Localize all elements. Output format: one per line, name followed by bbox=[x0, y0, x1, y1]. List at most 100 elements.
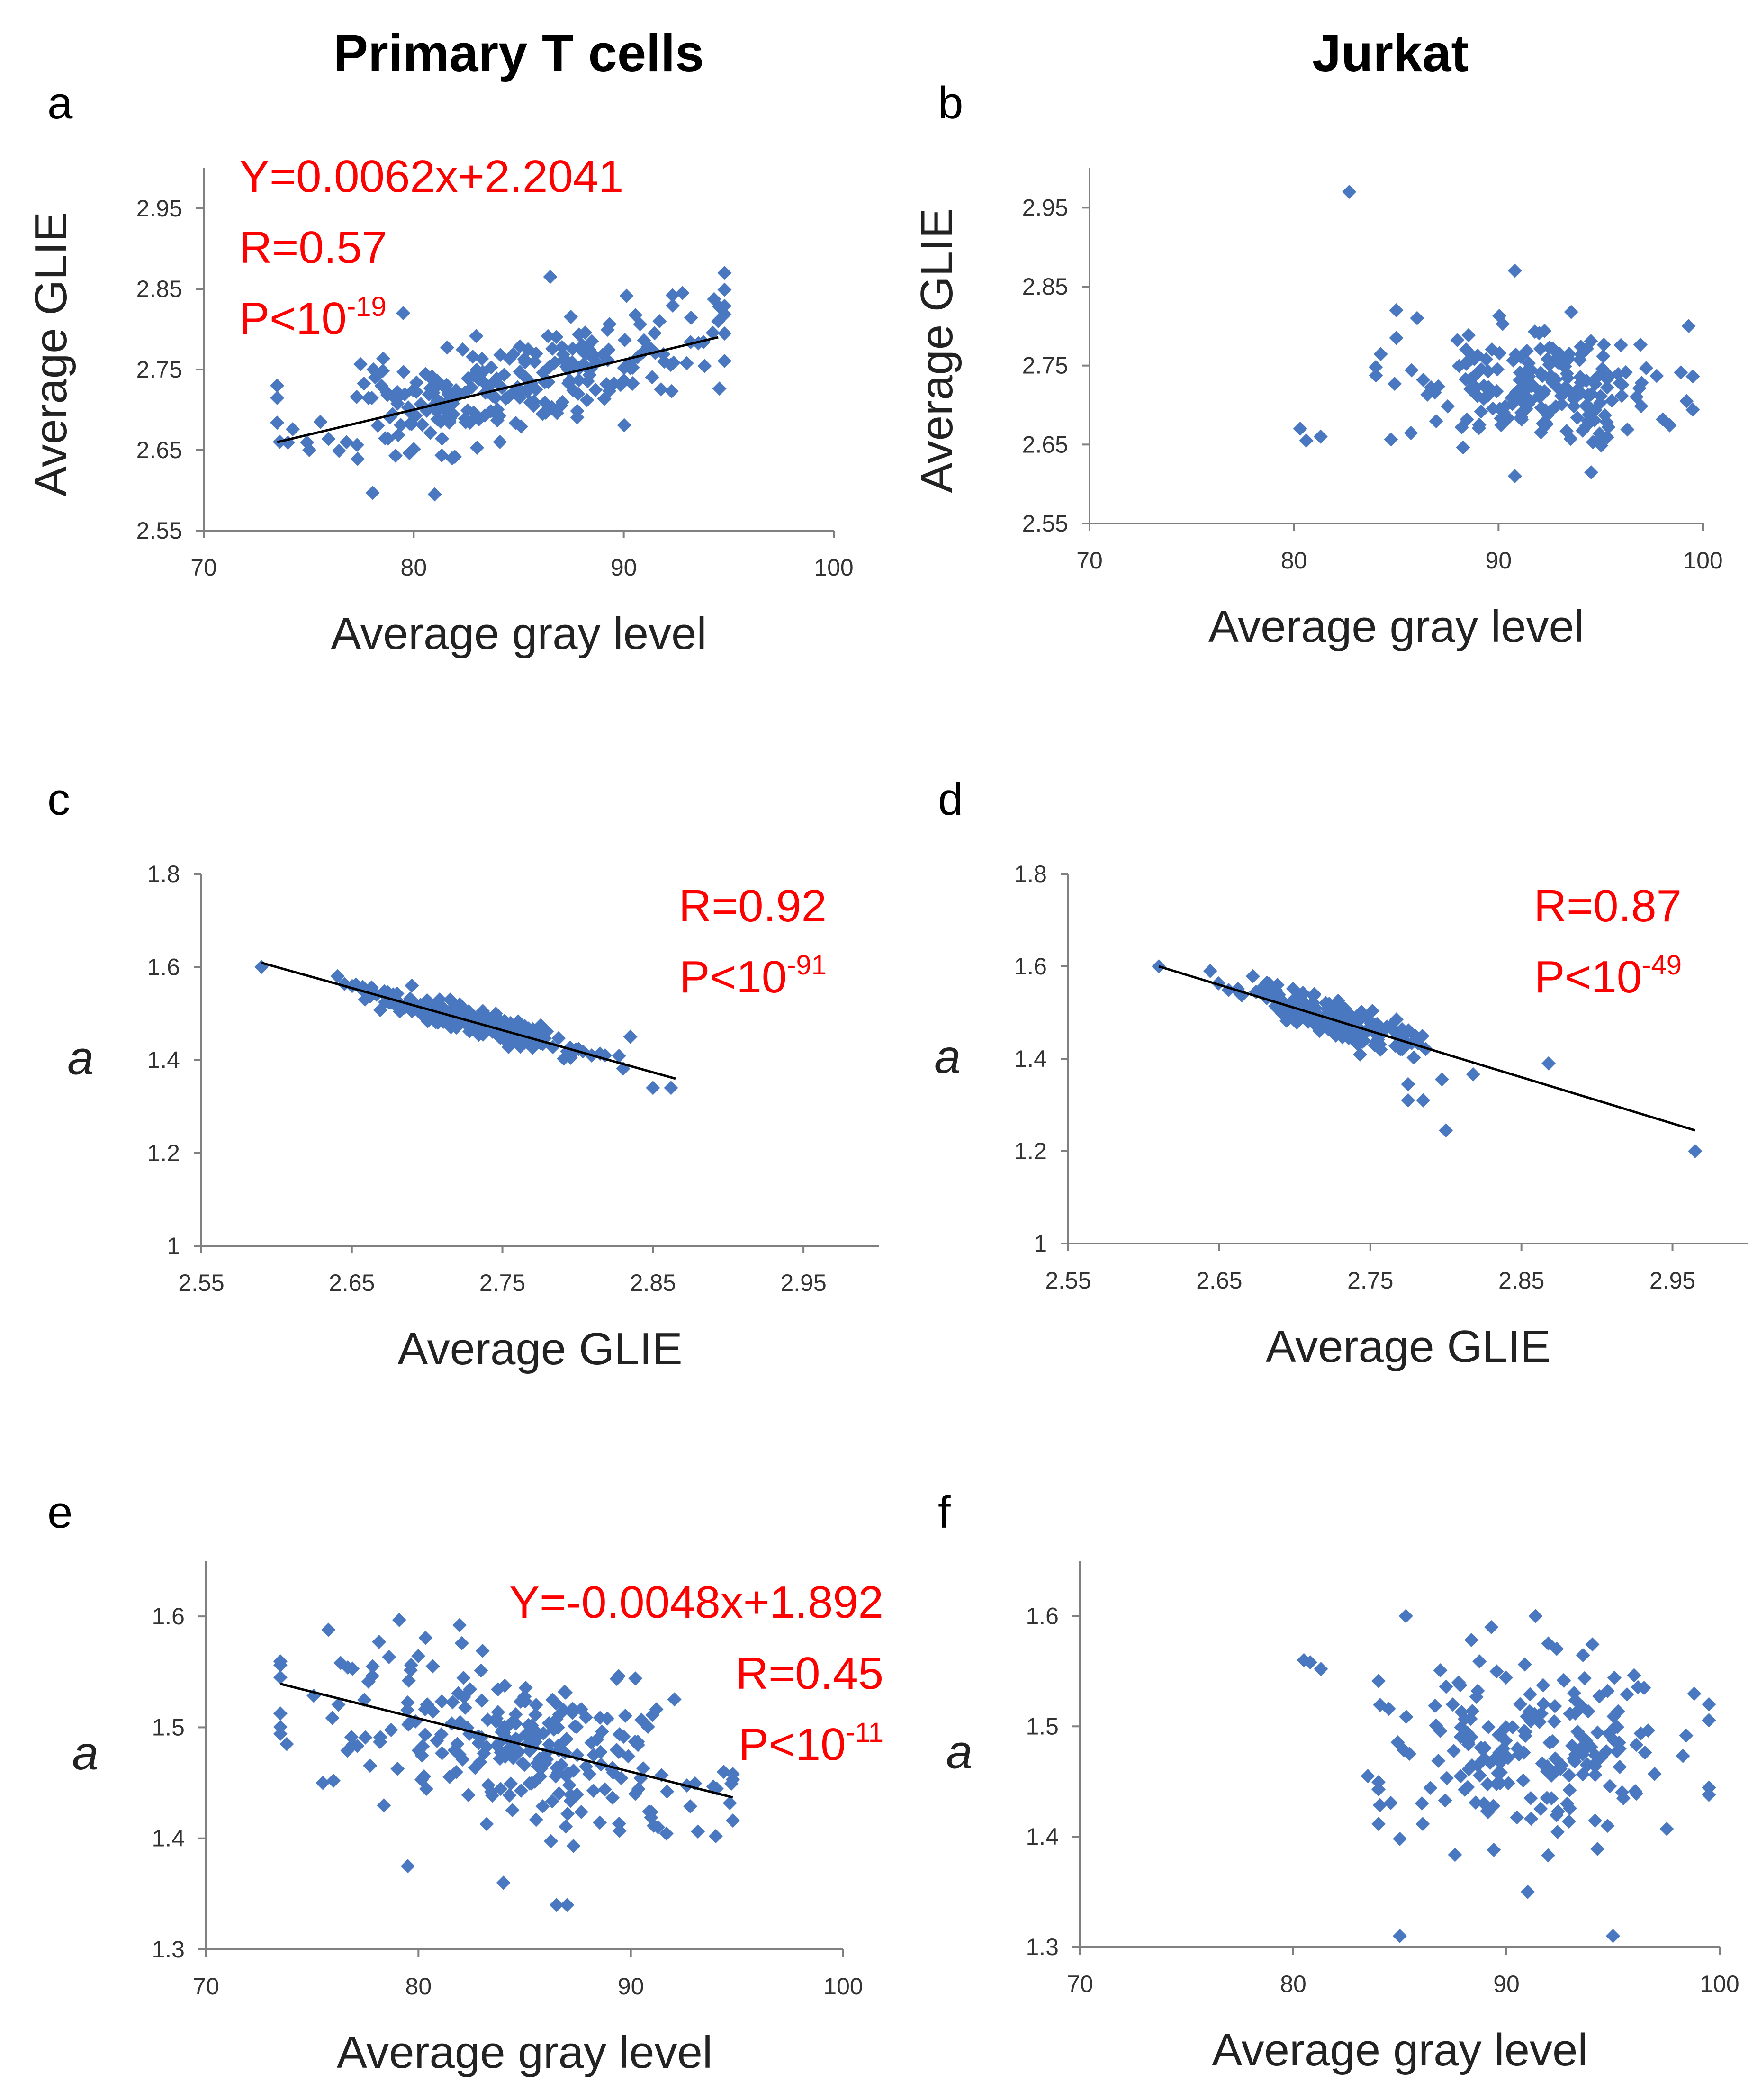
data-point bbox=[1373, 1798, 1388, 1812]
data-point bbox=[1548, 1751, 1563, 1766]
data-point bbox=[1535, 1756, 1550, 1771]
data-point bbox=[388, 448, 403, 463]
annotation-text: R=0.87 bbox=[1534, 881, 1682, 931]
data-point bbox=[273, 1654, 288, 1669]
data-point bbox=[514, 419, 528, 434]
data-point bbox=[1600, 1818, 1615, 1833]
data-point bbox=[326, 1773, 341, 1788]
annotation-superscript: -91 bbox=[787, 950, 827, 981]
data-point bbox=[717, 266, 732, 280]
data-point bbox=[1537, 324, 1552, 338]
data-point bbox=[502, 1788, 517, 1803]
annotation-text: R=0.57 bbox=[239, 222, 387, 273]
data-point bbox=[526, 398, 541, 413]
y-tick-label: 1 bbox=[1034, 1230, 1047, 1257]
panel-letter: b bbox=[938, 78, 963, 128]
data-point bbox=[617, 333, 632, 347]
data-point bbox=[1540, 1791, 1554, 1805]
data-point bbox=[449, 1020, 464, 1035]
data-point bbox=[1480, 1777, 1495, 1792]
data-point bbox=[1383, 1795, 1398, 1810]
y-tick-label: 1.6 bbox=[147, 954, 180, 980]
data-point bbox=[1517, 1657, 1532, 1672]
data-point bbox=[1203, 964, 1217, 978]
data-point bbox=[1472, 1768, 1487, 1783]
data-point bbox=[1397, 1743, 1411, 1758]
data-point bbox=[1371, 1817, 1386, 1831]
data-point bbox=[1618, 365, 1633, 379]
data-point bbox=[453, 1715, 468, 1730]
data-point bbox=[600, 323, 615, 337]
x-tick-label: 70 bbox=[193, 1973, 219, 2000]
data-point bbox=[1600, 380, 1614, 395]
data-point bbox=[1600, 430, 1614, 445]
data-point bbox=[376, 351, 390, 366]
data-point bbox=[1522, 369, 1536, 384]
data-point bbox=[372, 1634, 387, 1649]
data-point bbox=[1533, 1802, 1548, 1816]
data-point bbox=[717, 353, 732, 368]
y-tick-label: 1.5 bbox=[152, 1714, 185, 1740]
data-point bbox=[1604, 393, 1619, 408]
data-point bbox=[1389, 331, 1404, 345]
x-tick-label: 2.85 bbox=[1498, 1267, 1544, 1294]
data-point bbox=[625, 376, 640, 391]
data-point bbox=[1573, 1741, 1588, 1756]
data-point bbox=[612, 1823, 627, 1838]
data-point bbox=[1523, 1687, 1537, 1702]
scatter-points bbox=[1152, 959, 1703, 1158]
data-point bbox=[1401, 1077, 1415, 1091]
data-point bbox=[321, 1622, 336, 1637]
data-point bbox=[1522, 356, 1536, 370]
data-point bbox=[1575, 423, 1590, 438]
data-point bbox=[1416, 1093, 1431, 1108]
data-point bbox=[518, 1680, 533, 1695]
data-point bbox=[565, 1705, 580, 1720]
data-point bbox=[510, 386, 525, 401]
data-point bbox=[628, 308, 643, 323]
data-point bbox=[617, 418, 631, 433]
data-point bbox=[1585, 1637, 1600, 1652]
annotation-main: Y=0.0062x+2.2041 bbox=[239, 151, 623, 202]
data-point bbox=[1613, 338, 1628, 352]
scatter-points bbox=[1293, 185, 1700, 483]
annotation-text: P<10-11 bbox=[739, 1717, 883, 1770]
data-point bbox=[514, 1022, 529, 1037]
scatter-points bbox=[254, 960, 678, 1095]
data-point bbox=[401, 1717, 416, 1732]
data-point bbox=[1528, 1609, 1543, 1623]
x-tick-label: 100 bbox=[814, 554, 853, 581]
data-point bbox=[445, 451, 460, 466]
data-point bbox=[540, 1024, 554, 1039]
data-point bbox=[1469, 1795, 1483, 1810]
annotation-main: R=0.87 bbox=[1534, 881, 1682, 931]
data-point bbox=[1355, 1035, 1370, 1049]
x-tick-label: 2.75 bbox=[479, 1270, 525, 1296]
data-point bbox=[1458, 1730, 1472, 1744]
data-point bbox=[717, 298, 732, 313]
data-point bbox=[366, 362, 381, 377]
data-point bbox=[1463, 382, 1478, 397]
data-point bbox=[1489, 1664, 1504, 1679]
data-point bbox=[560, 1806, 575, 1821]
x-tick-label: 2.85 bbox=[630, 1270, 676, 1296]
data-point bbox=[717, 282, 732, 297]
data-point bbox=[1518, 1729, 1532, 1743]
data-point bbox=[1588, 1813, 1603, 1828]
data-point bbox=[481, 1778, 496, 1793]
data-point bbox=[425, 399, 440, 414]
y-tick-label: 2.55 bbox=[1022, 510, 1068, 537]
data-point bbox=[1389, 303, 1404, 317]
data-point bbox=[1581, 1704, 1595, 1719]
annotation-superscript: -49 bbox=[1642, 950, 1682, 981]
data-point bbox=[646, 1081, 660, 1095]
data-point bbox=[667, 1692, 682, 1707]
data-point bbox=[358, 1730, 373, 1745]
data-point bbox=[600, 1711, 614, 1726]
data-point bbox=[1404, 363, 1419, 378]
data-point bbox=[1687, 1686, 1702, 1701]
data-point bbox=[1470, 1684, 1485, 1698]
data-point bbox=[415, 1739, 430, 1754]
data-point bbox=[489, 1738, 504, 1753]
